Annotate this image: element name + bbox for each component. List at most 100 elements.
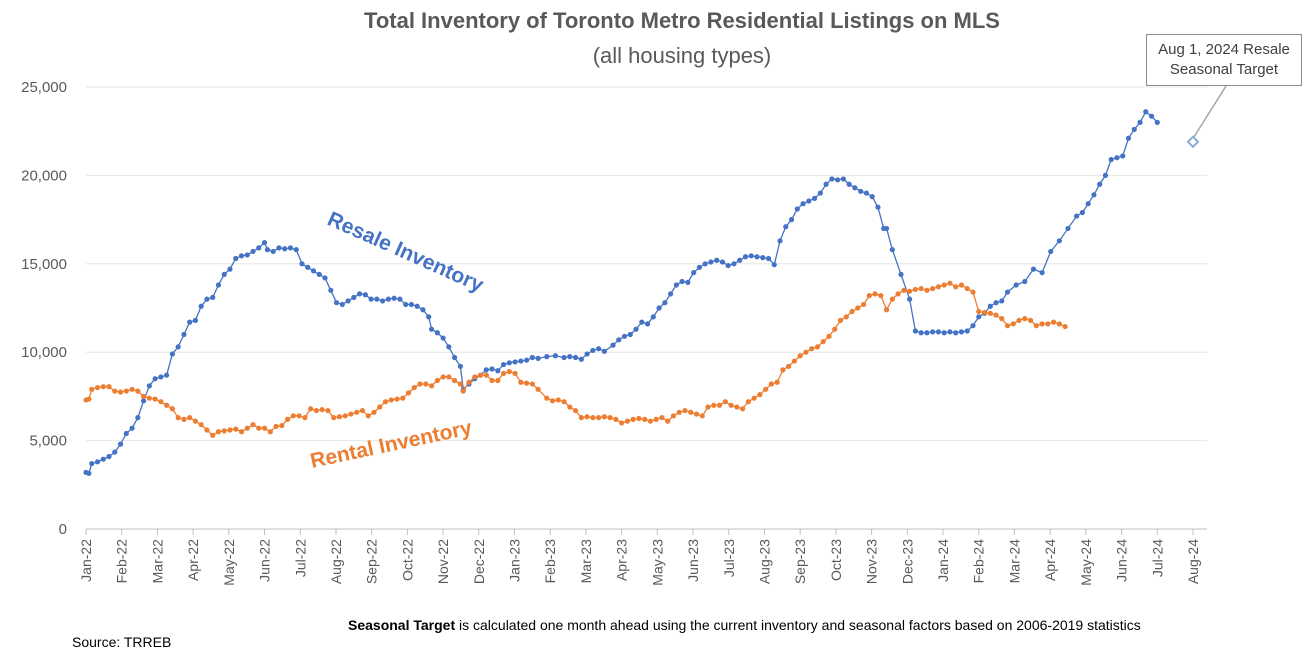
resale-point — [152, 376, 158, 382]
rental-point — [659, 415, 665, 421]
resale-point — [339, 301, 345, 308]
rental-point — [250, 422, 256, 428]
rental-point — [129, 386, 135, 392]
rental-point — [1010, 321, 1016, 327]
resale-point — [742, 254, 749, 260]
rental-point — [164, 402, 170, 408]
resale-point — [164, 372, 170, 378]
resale-point — [1102, 172, 1109, 178]
resale-point — [964, 328, 970, 334]
resale-point — [204, 296, 210, 302]
resale-point — [829, 176, 835, 182]
resale-point — [305, 264, 311, 270]
resale-point — [112, 449, 118, 455]
resale-point — [1148, 113, 1155, 119]
rental-point — [774, 379, 780, 385]
resale-point — [428, 326, 435, 332]
rental-point — [359, 407, 366, 414]
rental-point — [106, 384, 112, 390]
resale-point — [811, 195, 818, 201]
rental-point — [221, 428, 227, 434]
resale-point — [639, 319, 645, 325]
resale-point — [385, 296, 391, 302]
resale-point — [495, 368, 501, 374]
resale-point — [94, 459, 101, 465]
rental-point — [440, 374, 446, 380]
resale-point — [702, 261, 708, 267]
y-tick-label: 20,000 — [21, 167, 67, 184]
resale-point — [529, 354, 535, 361]
rental-point — [181, 416, 187, 422]
resale-point — [679, 278, 685, 285]
resale-point — [524, 357, 530, 363]
rental-point — [371, 409, 377, 415]
resale-point — [1143, 109, 1149, 115]
resale-point — [852, 185, 858, 191]
rental-point — [382, 399, 389, 405]
rental-point — [365, 413, 371, 419]
resale-point — [310, 268, 317, 274]
rental-point — [947, 280, 953, 286]
rental-point — [319, 407, 325, 413]
resale-point — [1013, 282, 1019, 288]
x-tick-label: May-22 — [221, 539, 237, 586]
x-tick-label: Nov-22 — [435, 539, 451, 584]
rental-point — [964, 285, 970, 292]
rental-point — [716, 402, 723, 408]
resale-point — [889, 247, 895, 253]
x-axis: Jan-22 Feb-22 Mar-22 Apr-22 May-22 Jun-22 Jul-… — [78, 528, 1207, 586]
rental-point — [826, 333, 832, 339]
x-tick-label: Jul-23 — [721, 539, 737, 577]
resale-point — [1074, 213, 1080, 219]
rental-point — [682, 407, 688, 414]
resale-point — [299, 261, 305, 267]
rental-point — [745, 399, 751, 405]
rental-point — [567, 404, 573, 410]
rental-point — [308, 406, 314, 412]
rental-point — [405, 390, 412, 396]
x-tick-label: Aug-24 — [1185, 539, 1201, 584]
resale-point — [840, 176, 846, 182]
resale-point — [668, 291, 674, 297]
rental-point — [94, 384, 101, 391]
resale-point — [452, 354, 458, 361]
resale-point — [748, 253, 754, 259]
resale-point — [590, 347, 596, 354]
resale-point — [440, 335, 446, 341]
x-tick-label: Sep-23 — [792, 539, 808, 584]
rental-point — [866, 293, 872, 299]
resale-point — [264, 247, 271, 253]
resale-point — [175, 344, 181, 350]
rental-point — [388, 397, 394, 403]
rental-point — [676, 409, 682, 415]
rental-point — [878, 293, 884, 299]
x-tick-label: Jan-24 — [935, 539, 951, 582]
resale-point — [244, 252, 250, 258]
resale-point — [368, 296, 374, 302]
x-tick-label: Oct-22 — [399, 539, 415, 581]
rental-point — [993, 312, 999, 318]
rental-point — [198, 422, 204, 428]
resale-point — [221, 271, 227, 278]
resale-point — [391, 295, 397, 301]
resale-point — [691, 270, 697, 276]
resale-point — [518, 358, 524, 364]
resale-point — [333, 300, 340, 306]
rental-point — [797, 353, 803, 359]
resale-point — [912, 328, 918, 334]
rental-point — [958, 282, 965, 288]
rental-point — [699, 413, 705, 419]
rental-point — [791, 358, 798, 364]
resale-point — [86, 470, 92, 476]
rental-point — [751, 395, 757, 401]
rental-point — [809, 346, 815, 352]
resale-point — [1097, 181, 1103, 187]
rental-point — [117, 389, 124, 395]
rental-point — [313, 407, 319, 414]
rental-point — [460, 388, 466, 394]
resale-point — [777, 238, 783, 244]
rental-point — [1033, 323, 1039, 329]
rental-point — [1022, 316, 1028, 322]
resale-point — [800, 201, 806, 207]
resale-point — [129, 425, 135, 431]
